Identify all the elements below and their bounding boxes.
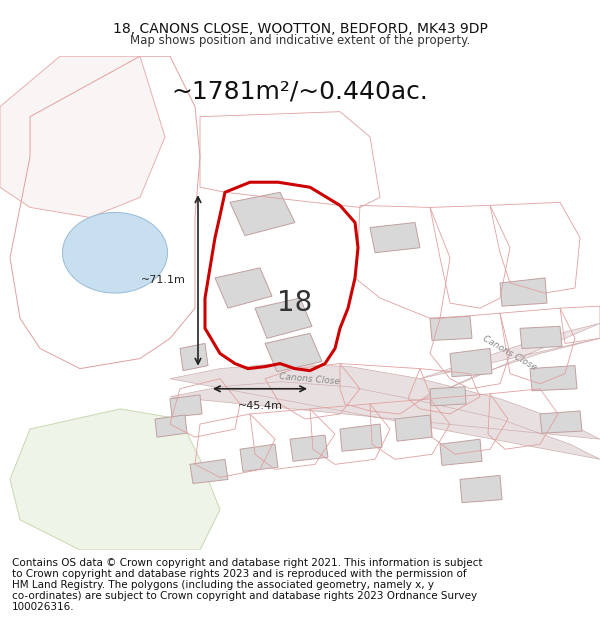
Polygon shape xyxy=(290,435,328,461)
Polygon shape xyxy=(540,411,582,433)
Text: Contains OS data © Crown copyright and database right 2021. This information is : Contains OS data © Crown copyright and d… xyxy=(12,558,482,568)
Text: Canons Close: Canons Close xyxy=(279,372,341,386)
Polygon shape xyxy=(370,222,420,253)
Polygon shape xyxy=(170,395,202,417)
Polygon shape xyxy=(430,387,466,406)
Text: ~71.1m: ~71.1m xyxy=(141,276,186,286)
Text: Canons Close: Canons Close xyxy=(481,334,539,372)
Text: to Crown copyright and database rights 2023 and is reproduced with the permissio: to Crown copyright and database rights 2… xyxy=(12,569,467,579)
Polygon shape xyxy=(450,349,492,377)
Polygon shape xyxy=(230,192,295,236)
Polygon shape xyxy=(190,459,228,484)
Polygon shape xyxy=(430,316,472,341)
Ellipse shape xyxy=(62,213,167,293)
Text: 100026316.: 100026316. xyxy=(12,602,74,612)
Polygon shape xyxy=(0,56,165,218)
Text: HM Land Registry. The polygons (including the associated geometry, namely x, y: HM Land Registry. The polygons (includin… xyxy=(12,580,434,590)
Polygon shape xyxy=(240,444,278,471)
Polygon shape xyxy=(215,268,272,308)
Polygon shape xyxy=(520,326,562,349)
Text: 18: 18 xyxy=(277,289,313,317)
Polygon shape xyxy=(500,278,547,306)
Polygon shape xyxy=(460,476,502,502)
Polygon shape xyxy=(530,366,577,391)
Text: ~45.4m: ~45.4m xyxy=(238,401,283,411)
Polygon shape xyxy=(265,333,322,372)
Text: co-ordinates) are subject to Crown copyright and database rights 2023 Ordnance S: co-ordinates) are subject to Crown copyr… xyxy=(12,591,477,601)
Polygon shape xyxy=(255,298,312,338)
Polygon shape xyxy=(420,323,600,401)
Polygon shape xyxy=(170,364,600,459)
Polygon shape xyxy=(340,424,382,451)
Polygon shape xyxy=(180,343,208,371)
Text: ~1781m²/~0.440ac.: ~1781m²/~0.440ac. xyxy=(172,79,428,104)
Text: 18, CANONS CLOSE, WOOTTON, BEDFORD, MK43 9DP: 18, CANONS CLOSE, WOOTTON, BEDFORD, MK43… xyxy=(113,22,487,36)
Text: Map shows position and indicative extent of the property.: Map shows position and indicative extent… xyxy=(130,34,470,48)
Polygon shape xyxy=(10,409,220,550)
Polygon shape xyxy=(155,415,187,437)
Polygon shape xyxy=(440,439,482,466)
Polygon shape xyxy=(395,415,432,441)
